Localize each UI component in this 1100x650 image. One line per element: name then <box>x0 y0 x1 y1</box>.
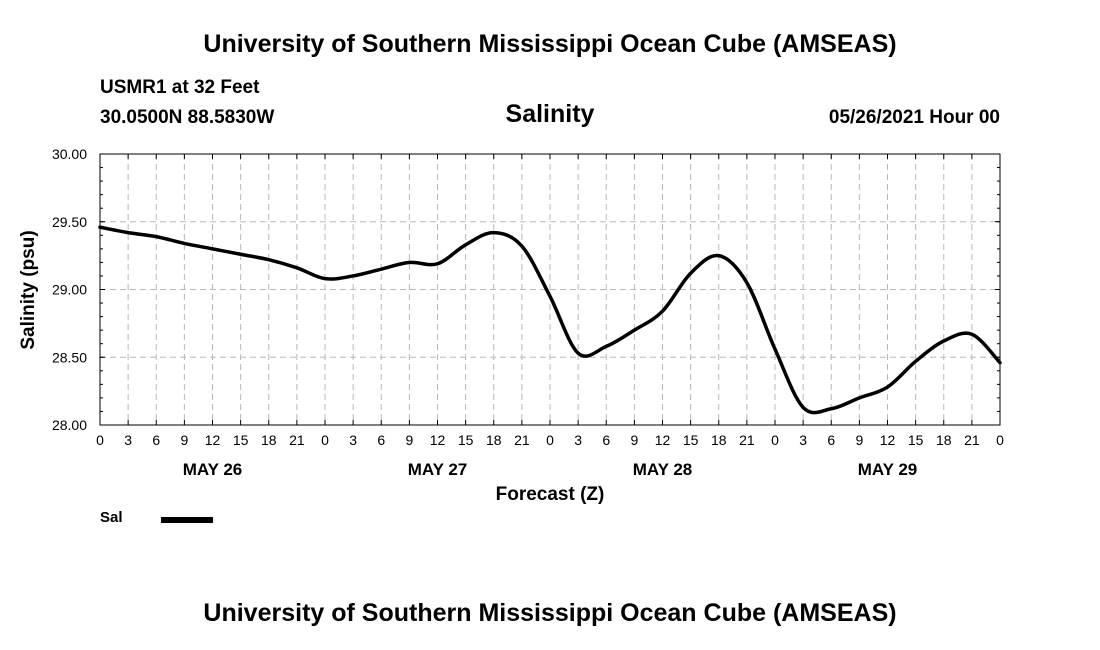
x-tick-label: 9 <box>855 432 863 448</box>
y-tick-label: 29.00 <box>52 282 87 298</box>
series-layer <box>98 225 1002 415</box>
x-tick-label: 18 <box>261 432 277 448</box>
x-tick-label: 3 <box>349 432 357 448</box>
series-line-sal <box>98 225 1002 415</box>
y-tick-label: 30.00 <box>52 146 87 162</box>
x-tick-label: 3 <box>574 432 582 448</box>
x-tick-label: 21 <box>514 432 530 448</box>
y-tick-label: 28.50 <box>52 349 87 365</box>
x-tick-label: 0 <box>771 432 779 448</box>
x-tick-label: 0 <box>321 432 329 448</box>
x-tick-label: 12 <box>430 432 446 448</box>
y-tick-label: 29.50 <box>52 214 87 230</box>
x-tick-label: 0 <box>546 432 554 448</box>
x-tick-label: 21 <box>739 432 755 448</box>
x-tick-label: 6 <box>602 432 610 448</box>
x-tick-label: 18 <box>711 432 727 448</box>
x-tick-label: 9 <box>180 432 188 448</box>
x-tick-label: 3 <box>124 432 132 448</box>
chart-title: Salinity <box>505 100 595 128</box>
x-tick-label: 9 <box>405 432 413 448</box>
x-tick-label: 18 <box>486 432 502 448</box>
x-tick-label: 9 <box>630 432 638 448</box>
day-label: MAY 28 <box>633 460 693 479</box>
x-tick-label: 12 <box>655 432 671 448</box>
day-label: MAY 27 <box>408 460 468 479</box>
day-label: MAY 29 <box>858 460 918 479</box>
x-tick-label: 0 <box>96 432 104 448</box>
axes <box>99 153 1001 426</box>
x-tick-label: 18 <box>936 432 952 448</box>
forecast-datetime: 05/26/2021 Hour 00 <box>828 107 1000 128</box>
x-tick-label: 15 <box>458 432 474 448</box>
x-tick-label: 6 <box>152 432 160 448</box>
x-tick-label: 6 <box>377 432 385 448</box>
x-tick-label: 15 <box>683 432 699 448</box>
footer-title: University of Southern Mississippi Ocean… <box>203 599 897 627</box>
grid-lines <box>100 154 1000 425</box>
legend-label: Sal <box>100 509 123 526</box>
axis-labels: 0 3 6 9 12 15 18 21 0 3 6 9 12 15 18 21 0 3 6 9 12 15 18 21 0 3 6 9… <box>52 146 1004 479</box>
legend-swatch <box>161 517 213 523</box>
x-tick-label: 15 <box>233 432 249 448</box>
x-tick-label: 15 <box>908 432 924 448</box>
station-coordinates: 30.0500N 88.5830W <box>100 107 275 128</box>
y-tick-label: 28.00 <box>52 417 87 433</box>
x-tick-label: 0 <box>996 432 1004 448</box>
x-tick-label: 3 <box>799 432 807 448</box>
day-label: MAY 26 <box>183 460 243 479</box>
x-axis-label: Forecast (Z) <box>496 484 605 505</box>
x-tick-label: 21 <box>964 432 980 448</box>
plot-frame <box>99 153 1001 426</box>
x-tick-label: 12 <box>880 432 896 448</box>
x-tick-label: 12 <box>205 432 221 448</box>
x-tick-label: 6 <box>827 432 835 448</box>
x-tick-label: 21 <box>289 432 305 448</box>
station-label: USMR1 at 32 Feet <box>100 77 260 98</box>
main-title: University of Southern Mississippi Ocean… <box>203 30 897 58</box>
y-axis-label: Salinity (psu) <box>18 230 39 349</box>
